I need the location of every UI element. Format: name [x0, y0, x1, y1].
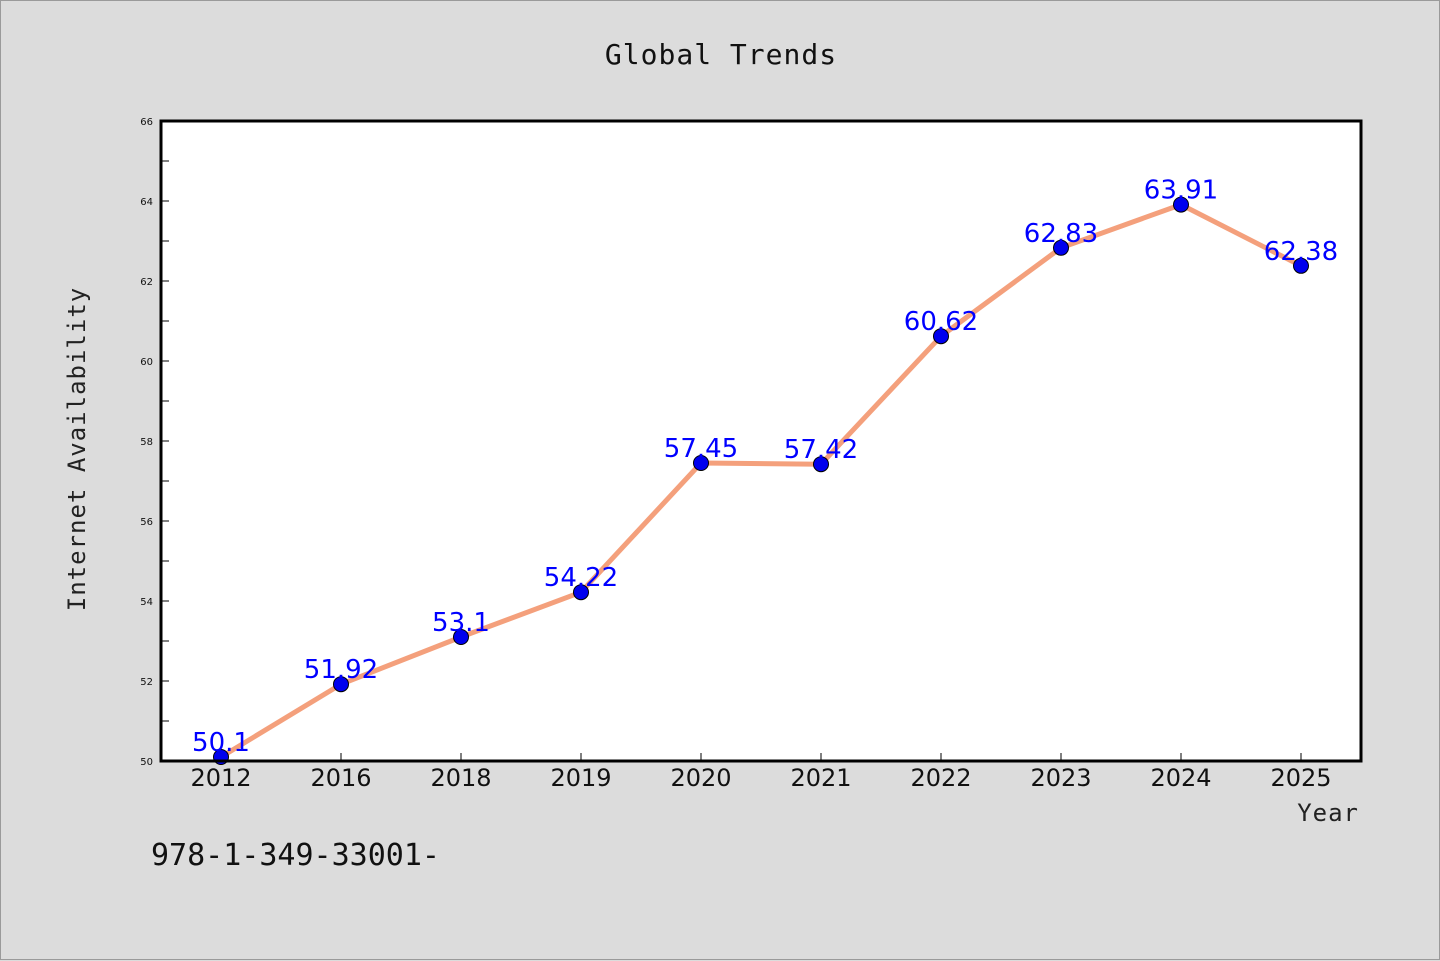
y-tick-label: 66 [140, 117, 153, 128]
y-axis-label: Internet Availability [63, 287, 91, 611]
y-tick-label: 52 [140, 677, 153, 688]
x-tick-label: 2024 [1150, 764, 1211, 792]
data-label: 54.22 [544, 563, 618, 593]
x-axis-label: Year [1297, 799, 1359, 827]
y-tick-label: 54 [140, 597, 153, 608]
y-tick-label: 58 [140, 437, 153, 448]
data-point [1173, 196, 1189, 213]
y-tick-label: 50 [140, 757, 153, 768]
data-point [693, 455, 709, 471]
data-point [333, 676, 349, 693]
x-tick-label: 2023 [1030, 764, 1091, 792]
data-point [453, 629, 469, 645]
plot-frame [159, 119, 1363, 763]
y-tick-label: 62 [140, 277, 153, 288]
x-tick-label: 2022 [910, 764, 971, 792]
x-tick-label: 2021 [790, 764, 851, 792]
y-tick-label: 64 [140, 197, 153, 208]
chart-title: Global Trends [605, 38, 837, 71]
data-labels: 50.1 51.92 53.1 54.22 57.45 57.42 60.62 62.83 63… [192, 176, 1338, 758]
data-label: 57.45 [664, 434, 738, 464]
data-label: 57.42 [784, 435, 858, 465]
data-label: 62.38 [1264, 237, 1338, 267]
data-label: 53.1 [432, 608, 490, 638]
data-label: 60.62 [904, 307, 978, 337]
footnote-text: 978-1-349-33001- [151, 838, 440, 873]
x-tick-label: 2020 [670, 764, 731, 792]
x-tick-label: 2025 [1270, 764, 1331, 792]
data-label: 62.83 [1024, 219, 1098, 249]
data-point [933, 328, 949, 345]
x-tick-label: 2012 [190, 764, 251, 792]
x-axis-ticks: 2012 2016 2018 2019 2020 2021 2022 2023 2024 2025 [190, 753, 1332, 792]
data-point [573, 584, 589, 601]
y-tick-label: 60 [140, 357, 153, 368]
plot-area [161, 121, 1361, 761]
y-tick-label: 56 [140, 517, 153, 528]
data-point [813, 456, 829, 473]
x-tick-label: 2018 [430, 764, 491, 792]
data-label: 51.92 [304, 655, 378, 685]
data-point [1053, 239, 1069, 256]
x-tick-label: 2019 [550, 764, 611, 792]
series-line [218, 202, 1304, 760]
series-markers [213, 196, 1309, 765]
data-point [1293, 257, 1309, 274]
x-tick-label: 2016 [310, 764, 371, 792]
data-label: 63.91 [1144, 176, 1218, 206]
data-label: 50.1 [192, 728, 250, 758]
